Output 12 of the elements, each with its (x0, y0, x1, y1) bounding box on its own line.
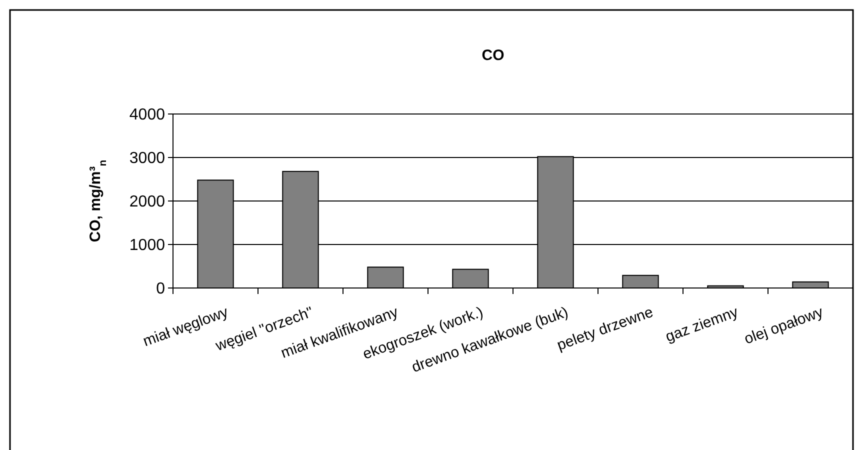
bar (622, 274, 659, 288)
bar (367, 266, 404, 288)
y-tick-label: 4000 (129, 106, 166, 124)
y-tick-label: 1000 (129, 237, 166, 254)
y-tick-label: 3000 (129, 150, 166, 168)
chart-title: CO (482, 47, 505, 64)
bar (707, 285, 744, 288)
x-tick-label: gaz ziemny (663, 303, 741, 346)
y-tick-label: 2000 (129, 194, 166, 211)
y-tick-label: 0 (156, 280, 166, 298)
bar (452, 268, 489, 288)
bar (792, 281, 829, 288)
